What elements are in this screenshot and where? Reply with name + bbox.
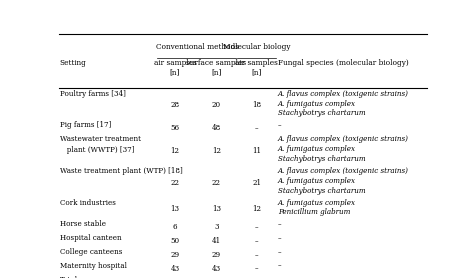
Text: Horse stable: Horse stable xyxy=(60,220,106,228)
Text: Penicillium glabrum: Penicillium glabrum xyxy=(278,208,350,217)
Text: 29: 29 xyxy=(170,251,180,259)
Text: Hospital canteen: Hospital canteen xyxy=(60,234,121,242)
Text: –: – xyxy=(255,251,259,259)
Text: Conventional methods: Conventional methods xyxy=(155,43,238,51)
Text: A. fumigatus complex: A. fumigatus complex xyxy=(278,145,356,153)
Text: 21: 21 xyxy=(252,179,261,187)
Text: 13: 13 xyxy=(171,205,180,213)
Text: –: – xyxy=(255,223,259,231)
Text: 12: 12 xyxy=(252,205,261,213)
Text: 43: 43 xyxy=(170,265,180,273)
Text: Stachybotrys chartarum: Stachybotrys chartarum xyxy=(278,155,365,163)
Text: A. flavus complex (toxigenic strains): A. flavus complex (toxigenic strains) xyxy=(278,167,409,175)
Text: Fungal species (molecular biology): Fungal species (molecular biology) xyxy=(278,59,409,67)
Text: 29: 29 xyxy=(212,251,221,259)
Text: A. fumigatus complex: A. fumigatus complex xyxy=(278,198,356,207)
Text: –: – xyxy=(278,234,282,242)
Text: Maternity hospital: Maternity hospital xyxy=(60,262,127,270)
Text: –: – xyxy=(278,220,282,228)
Text: –: – xyxy=(255,265,259,273)
Text: 48: 48 xyxy=(212,124,221,132)
Text: plant (WWTP) [37]: plant (WWTP) [37] xyxy=(60,146,134,154)
Text: 3: 3 xyxy=(214,223,219,231)
Text: 22: 22 xyxy=(212,179,221,187)
Text: A. fumigatus complex: A. fumigatus complex xyxy=(278,177,356,185)
Text: 18: 18 xyxy=(252,101,262,110)
Text: 12: 12 xyxy=(212,147,221,155)
Text: 11: 11 xyxy=(252,147,261,155)
Text: Setting: Setting xyxy=(60,59,86,67)
Text: A. flavus complex (toxigenic strains): A. flavus complex (toxigenic strains) xyxy=(278,135,409,143)
Text: air samples
[n]: air samples [n] xyxy=(236,59,278,76)
Text: –: – xyxy=(255,124,259,132)
Text: surface samples
[n]: surface samples [n] xyxy=(186,59,246,76)
Text: A. flavus complex (toxigenic strains): A. flavus complex (toxigenic strains) xyxy=(278,90,409,98)
Text: 43: 43 xyxy=(212,265,221,273)
Text: Cork industries: Cork industries xyxy=(60,198,116,207)
Text: –: – xyxy=(255,237,259,245)
Text: Pig farms [17]: Pig farms [17] xyxy=(60,121,111,129)
Text: –: – xyxy=(278,121,282,129)
Text: 50: 50 xyxy=(170,237,180,245)
Text: –: – xyxy=(278,262,282,270)
Text: air samples
[n]: air samples [n] xyxy=(154,59,196,76)
Text: 13: 13 xyxy=(212,205,221,213)
Text: 6: 6 xyxy=(173,223,177,231)
Text: 22: 22 xyxy=(171,179,180,187)
Text: 12: 12 xyxy=(171,147,180,155)
Text: –: – xyxy=(278,248,282,256)
Text: Total: Total xyxy=(60,276,78,278)
Text: A. fumigatus complex: A. fumigatus complex xyxy=(278,100,356,108)
Text: Poultry farms [34]: Poultry farms [34] xyxy=(60,90,126,98)
Text: College canteens: College canteens xyxy=(60,248,122,256)
Text: Molecular biology: Molecular biology xyxy=(223,43,291,51)
Text: Stachybotrys chartarum: Stachybotrys chartarum xyxy=(278,109,365,117)
Text: Stachybotrys chartarum: Stachybotrys chartarum xyxy=(278,187,365,195)
Text: 20: 20 xyxy=(212,101,221,110)
Text: 28: 28 xyxy=(170,101,180,110)
Text: 56: 56 xyxy=(170,124,180,132)
Text: 41: 41 xyxy=(212,237,221,245)
Text: Waste treatment plant (WTP) [18]: Waste treatment plant (WTP) [18] xyxy=(60,167,182,175)
Text: Wastewater treatment: Wastewater treatment xyxy=(60,135,141,143)
